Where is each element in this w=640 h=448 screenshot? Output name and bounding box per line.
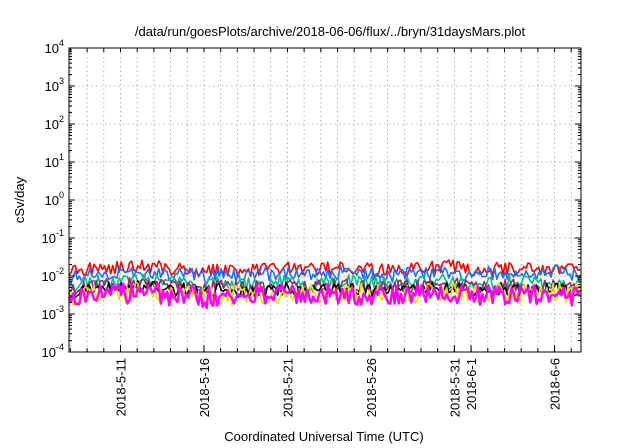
x-tick-label: 2018-5-31 <box>447 358 462 417</box>
y-tick-label: 103 <box>45 76 64 94</box>
x-tick-label: 2018-6-1 <box>464 358 479 410</box>
x-tick-label: 2018-6-6 <box>548 358 563 410</box>
y-tick-label: 10-1 <box>42 228 64 246</box>
series-group <box>67 259 582 310</box>
y-axis-label: cSv/day <box>12 176 27 223</box>
x-tick-label: 2018-5-26 <box>364 358 379 417</box>
x-tick-label: 2018-5-16 <box>197 358 212 417</box>
x-axis-label: Coordinated Universal Time (UTC) <box>224 429 423 444</box>
x-tick-label: 2018-5-11 <box>113 358 128 416</box>
series-line <box>68 259 581 278</box>
y-tick-label: 102 <box>45 114 64 132</box>
y-tick-label: 100 <box>45 190 64 208</box>
x-tick-label: 2018-5-21 <box>280 358 295 417</box>
series-line <box>68 264 582 285</box>
series-line <box>67 282 581 310</box>
y-tick-label: 101 <box>45 152 64 170</box>
plot-frame <box>68 47 582 353</box>
y-tick-label: 10-2 <box>42 266 64 284</box>
axes: 10-4 10-3 10-2 10-1 100 101 102 103 104 2018-5-11… <box>42 38 581 417</box>
y-tick-label: 104 <box>45 38 64 56</box>
chart-title: /data/run/goesPlots/archive/2018-06-06/f… <box>135 24 526 39</box>
y-tick-label: 10-3 <box>42 304 64 322</box>
y-tick-label: 10-4 <box>42 342 64 360</box>
grid <box>69 48 581 352</box>
